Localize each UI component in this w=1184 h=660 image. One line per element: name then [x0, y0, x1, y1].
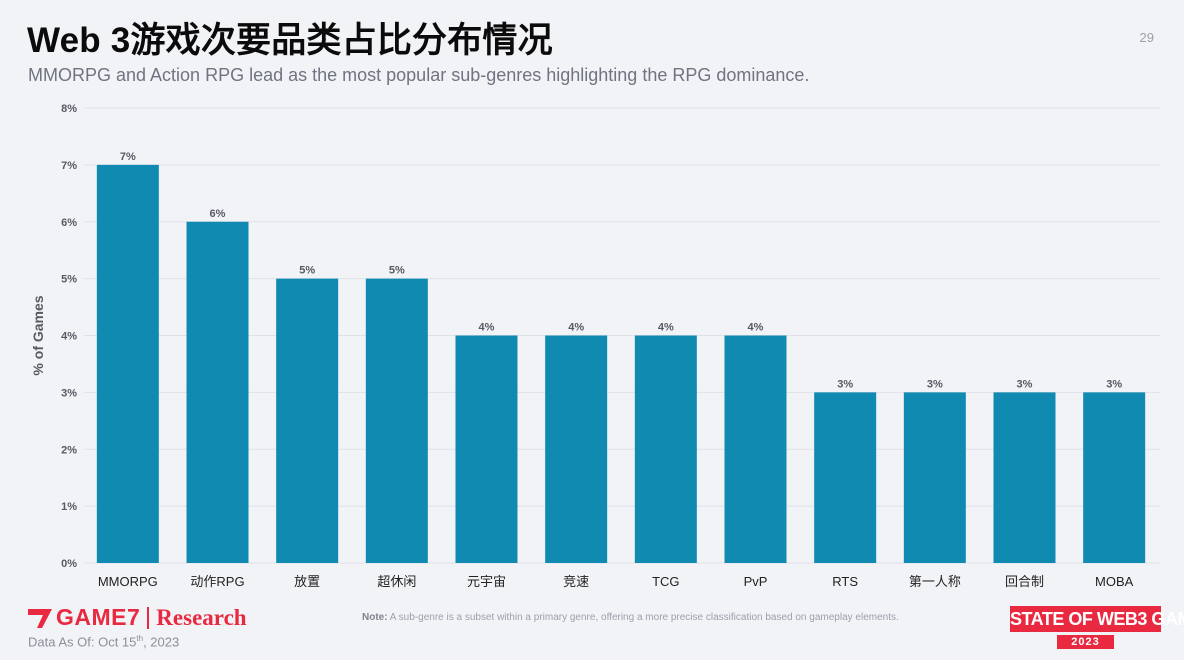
y-tick-label: 4%	[61, 331, 77, 343]
x-tick-label: 动作RPG	[190, 574, 244, 589]
x-tick-label: MOBA	[1095, 574, 1134, 589]
y-tick-label: 5%	[61, 274, 77, 286]
x-tick-label: TCG	[652, 574, 679, 589]
data-label: 3%	[1017, 378, 1033, 390]
game7-logo-icon	[28, 608, 52, 628]
page-subtitle: MMORPG and Action RPG lead as the most p…	[28, 65, 810, 85]
x-tick-label: 回合制	[1005, 574, 1044, 589]
bar	[724, 335, 787, 563]
x-tick-label: MMORPG	[98, 574, 158, 589]
x-tick-label: 放置	[294, 574, 320, 589]
y-tick-label: 1%	[61, 501, 77, 513]
data-label: 7%	[120, 151, 136, 163]
bar	[814, 392, 877, 563]
data-label: 4%	[568, 322, 584, 334]
y-tick-label: 6%	[61, 217, 77, 229]
bar	[276, 278, 339, 563]
bar	[545, 335, 608, 563]
bar	[96, 164, 159, 563]
bar	[1083, 392, 1146, 563]
y-tick-label: 7%	[61, 160, 77, 172]
data-label: 6%	[210, 208, 226, 220]
x-tick-label: RTS	[832, 574, 858, 589]
data-label: 4%	[479, 322, 495, 334]
data-label: 3%	[927, 378, 943, 390]
research-wordmark: Research	[156, 604, 247, 630]
game7-research-logo: GAME7 Research	[28, 604, 247, 631]
data-label: 4%	[658, 322, 674, 334]
logo-divider	[147, 606, 150, 629]
y-tick-label: 3%	[61, 387, 77, 399]
bar	[186, 221, 249, 563]
data-as-of-date: Data As Of: Oct 15th, 2023	[28, 634, 180, 650]
y-axis-label: % of Games	[30, 295, 46, 375]
x-tick-label: 第一人称	[909, 574, 961, 589]
y-tick-label: 2%	[61, 444, 77, 456]
state-of-web3-gaming-badge: STATE OF WEB3 GAMING 2023	[1010, 606, 1184, 650]
y-tick-label: 8%	[61, 103, 77, 115]
page-title: Web 3游戏次要品类占比分布情况	[27, 21, 553, 60]
bar-chart: 0% 1% 2% 3% 4% 5% 6% 7% 8% % of Games 7% MMORPG 6% 动作…	[30, 103, 1160, 589]
page-number: 29	[1139, 30, 1154, 45]
brand-year: 2023	[1057, 635, 1114, 649]
x-tick-label: 超休闲	[377, 574, 416, 589]
bar	[365, 278, 428, 563]
bar	[455, 335, 518, 563]
x-tick-label: 元宇宙	[467, 574, 506, 589]
data-label: 3%	[837, 378, 853, 390]
bar	[903, 392, 966, 563]
bar	[993, 392, 1056, 563]
game7-wordmark: GAME7	[56, 604, 141, 630]
brand-title: STATE OF WEB3 GAMING	[1010, 606, 1184, 632]
bar	[634, 335, 697, 563]
data-label: 4%	[748, 322, 764, 334]
y-tick-label: 0%	[61, 558, 77, 570]
data-label: 5%	[299, 265, 315, 277]
chart-note: Note: A sub-genre is a subset within a p…	[362, 612, 899, 623]
x-tick-label: 竞速	[563, 574, 589, 589]
data-label: 5%	[389, 265, 405, 277]
data-label: 3%	[1106, 378, 1122, 390]
x-tick-label: PvP	[744, 574, 768, 589]
